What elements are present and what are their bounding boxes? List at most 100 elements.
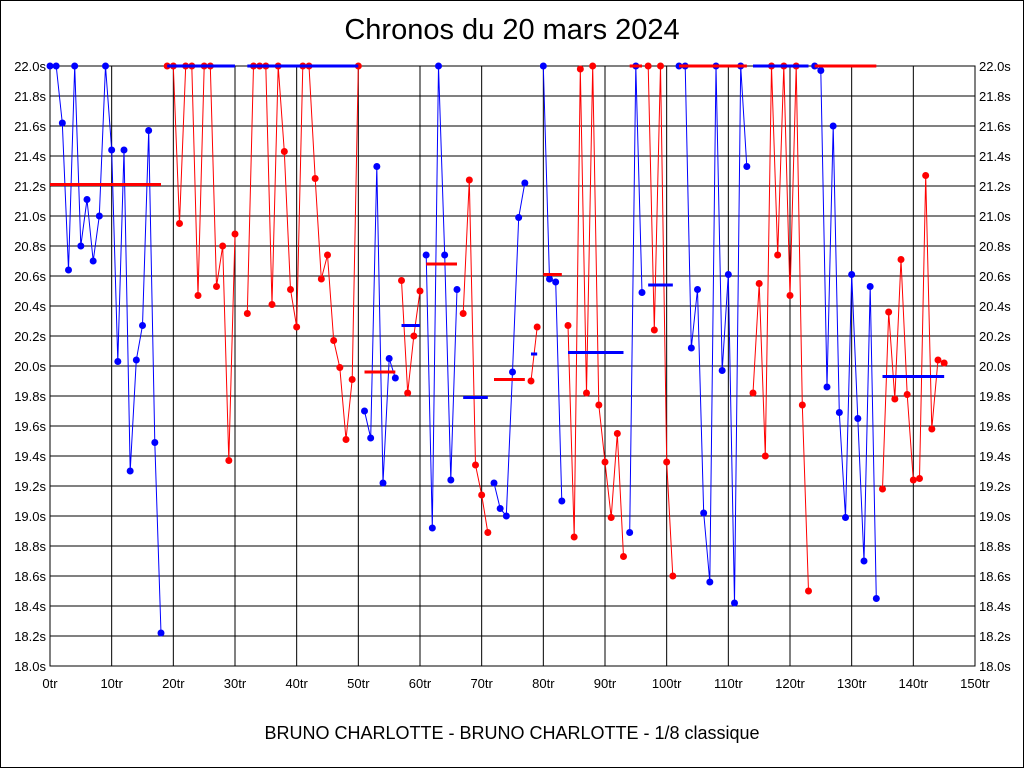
x-tick-label: 100tr <box>652 676 682 691</box>
data-point-blue <box>731 599 738 607</box>
y-tick-label-left: 20.4s <box>14 299 46 314</box>
data-point-blue <box>435 62 442 70</box>
y-tick-label-left: 21.2s <box>14 179 46 194</box>
data-point-red <box>527 377 535 385</box>
series-line-red <box>167 65 236 461</box>
data-point-red <box>342 436 350 443</box>
data-point-blue <box>515 214 523 221</box>
data-point-blue <box>114 358 122 365</box>
y-tick-label-right: 19.2s <box>979 479 1011 494</box>
data-point-red <box>231 230 239 238</box>
data-point-red <box>755 280 763 287</box>
plot-border <box>49 65 976 667</box>
y-tick-label-left: 20.6s <box>14 269 46 284</box>
data-point-blue <box>83 196 91 203</box>
x-tick-label: 80tr <box>532 676 555 691</box>
data-point-red <box>928 425 936 433</box>
y-tick-label-right: 18.4s <box>979 599 1011 614</box>
data-point-blue <box>718 367 726 374</box>
data-point-red <box>324 251 331 259</box>
data-point-blue <box>860 557 868 565</box>
y-tick-label-right: 19.0s <box>979 509 1011 524</box>
data-point-red <box>213 283 220 290</box>
data-point-blue <box>829 122 837 130</box>
chart-subtitle: BRUNO CHARLOTTE - BRUNO CHARLOTTE - 1/8 … <box>264 723 760 743</box>
y-tick-label-right: 22.0s <box>979 59 1011 74</box>
y-tick-label-left: 21.4s <box>14 149 46 164</box>
data-point-blue <box>724 271 732 278</box>
data-point-red <box>459 310 467 317</box>
data-point-red <box>774 251 782 259</box>
y-tick-label-left: 21.0s <box>14 209 46 224</box>
x-tick-label: 60tr <box>409 676 432 691</box>
data-point-red <box>934 356 942 364</box>
y-tick-label-left: 19.4s <box>14 449 46 464</box>
x-tick-label: 20tr <box>162 676 185 691</box>
x-tick-label: 10tr <box>100 676 123 691</box>
data-point-red <box>786 292 794 299</box>
data-point-blue <box>872 595 880 602</box>
y-tick-label-left: 21.8s <box>14 89 46 104</box>
data-point-blue <box>490 479 498 487</box>
data-point-blue <box>521 179 529 187</box>
data-point-red <box>909 476 917 484</box>
data-point-blue <box>108 146 116 154</box>
data-point-blue <box>46 62 54 70</box>
data-point-blue <box>743 163 751 170</box>
y-tick-label-right: 20.0s <box>979 359 1011 374</box>
data-point-red <box>336 364 344 371</box>
data-point-red <box>348 376 356 383</box>
data-point-blue <box>379 479 387 487</box>
data-point-blue <box>700 509 708 517</box>
y-tick-label-left: 18.2s <box>14 629 46 644</box>
data-point-red <box>465 176 473 184</box>
data-point-blue <box>848 271 856 278</box>
data-point-red <box>669 572 677 580</box>
y-tick-label-left: 20.2s <box>14 329 46 344</box>
data-point-red <box>601 458 609 466</box>
data-point-blue <box>539 62 547 70</box>
data-point-blue <box>391 374 399 382</box>
data-point-red <box>472 461 479 469</box>
data-point-red <box>644 62 652 70</box>
x-tick-label: 150tr <box>960 676 990 691</box>
y-tick-label-right: 19.8s <box>979 389 1011 404</box>
data-point-red <box>583 389 590 397</box>
data-point-blue <box>52 62 60 70</box>
data-point-blue <box>558 497 566 505</box>
x-tick-label: 90tr <box>594 676 617 691</box>
data-point-blue <box>120 146 128 154</box>
y-tick-label-right: 20.8s <box>979 239 1011 254</box>
data-point-red <box>595 401 603 409</box>
data-point-blue <box>502 512 510 520</box>
data-point-red <box>749 389 757 397</box>
y-tick-label-right: 18.2s <box>979 629 1011 644</box>
series-line-red <box>401 280 421 394</box>
data-point-blue <box>447 476 455 484</box>
data-point-red <box>533 323 541 331</box>
data-point-blue <box>58 119 66 127</box>
data-point-red <box>219 242 227 250</box>
y-tick-label-left: 18.8s <box>14 539 46 554</box>
data-point-blue <box>626 529 634 536</box>
data-point-red <box>176 220 183 227</box>
data-point-red <box>564 322 572 329</box>
data-point-blue <box>835 409 843 416</box>
data-point-red <box>940 359 948 367</box>
x-tick-label: 50tr <box>347 676 370 691</box>
data-point-red <box>885 308 893 316</box>
data-point-red <box>576 65 584 73</box>
data-point-red <box>398 277 405 284</box>
data-point-red <box>922 172 930 179</box>
data-point-blue <box>823 383 831 391</box>
data-point-blue <box>373 163 381 170</box>
data-point-red <box>280 148 288 155</box>
data-point-red <box>903 391 911 398</box>
y-tick-label-right: 18.8s <box>979 539 1011 554</box>
chart-title: Chronos du 20 mars 2024 <box>344 14 680 46</box>
data-point-red <box>891 395 899 403</box>
data-point-red <box>657 62 664 70</box>
data-point-blue <box>428 524 436 532</box>
data-point-blue <box>638 289 646 296</box>
data-point-blue <box>71 62 79 70</box>
